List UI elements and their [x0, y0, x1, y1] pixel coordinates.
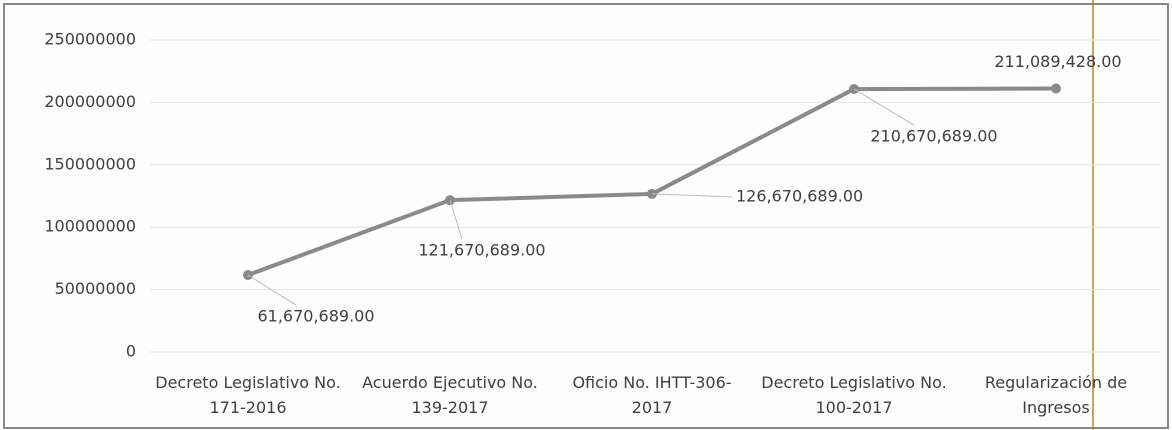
- y-tick-label: 200000000: [44, 92, 136, 111]
- leader-line: [247, 274, 297, 306]
- leader-line: [449, 200, 463, 240]
- x-tick-label: Acuerdo Ejecutivo No. 139-2017: [362, 373, 538, 417]
- y-tick-label: 100000000: [44, 217, 136, 236]
- leader-line: [853, 88, 915, 126]
- x-tick-label: Regularización de Ingresos: [984, 373, 1128, 417]
- x-tick-label: Oficio No. IHTT-306-2017: [572, 373, 732, 417]
- series-line: [247, 86, 1057, 277]
- data-label: 126,670,689.00: [736, 186, 863, 205]
- chart-border: [3, 3, 1169, 429]
- data-point: [1051, 83, 1061, 94]
- x-tick-label: Decreto Legislativo No. 100-2017: [761, 373, 947, 417]
- data-label: 210,670,689.00: [870, 127, 997, 146]
- y-tick-label: 50000000: [55, 279, 136, 298]
- x-tick-label: Decreto Legislativo No. 171-2016: [155, 373, 341, 417]
- y-tick-label: 150000000: [44, 154, 136, 173]
- data-label: 121,670,689.00: [418, 241, 545, 260]
- leader-line: [651, 193, 733, 198]
- y-tick-label: 250000000: [44, 30, 136, 49]
- data-label: 211,089,428.00: [994, 52, 1121, 71]
- data-label: 61,670,689.00: [257, 307, 374, 326]
- y-tick-label: 0: [126, 342, 136, 361]
